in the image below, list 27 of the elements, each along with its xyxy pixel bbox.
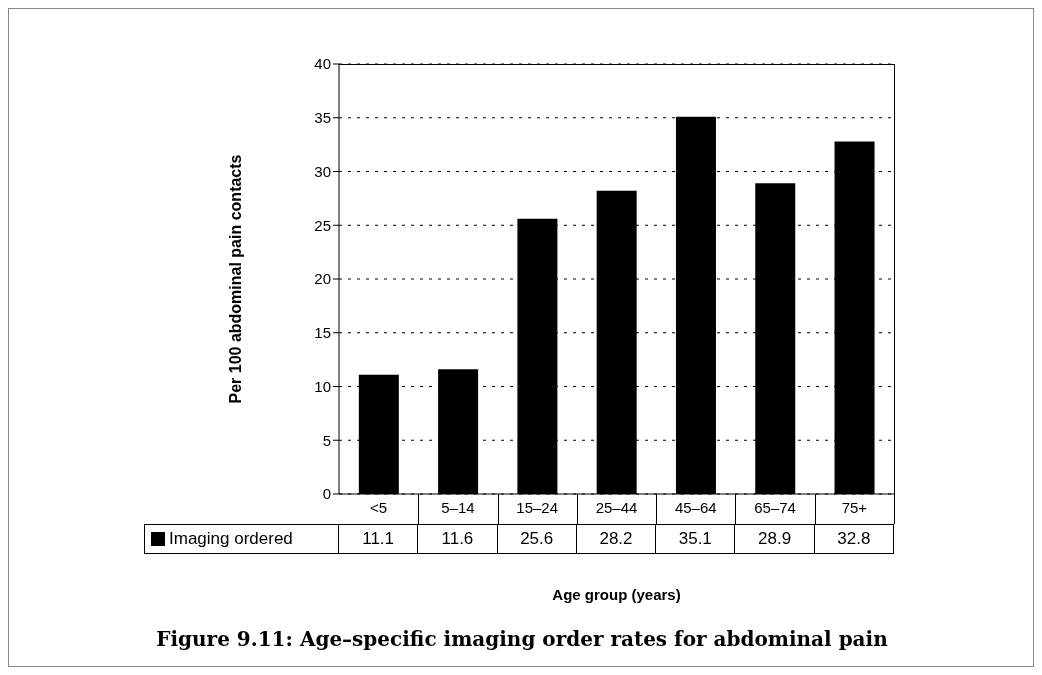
y-tick-label: 5 <box>322 431 331 449</box>
x-tick-label: 45–64 <box>674 498 717 516</box>
data-label: 28.2 <box>576 524 657 554</box>
y-tick-label: 0 <box>322 485 331 503</box>
y-tick-label: 35 <box>314 109 331 127</box>
legend-label: Imaging ordered <box>169 529 293 549</box>
data-label: 35.1 <box>656 524 736 554</box>
y-tick-label: 40 <box>314 55 331 73</box>
x-tick-label: 15–24 <box>516 498 559 516</box>
data-label: 25.6 <box>497 524 577 554</box>
y-tick-label: 15 <box>314 324 331 342</box>
x-tick-label: 25–44 <box>595 498 638 516</box>
y-tick-label: 30 <box>314 162 331 180</box>
y-tick-label: 25 <box>314 216 331 234</box>
x-axis-title: Age group (years) <box>551 586 682 603</box>
data-label: 28.9 <box>735 524 815 554</box>
y-tick-label: 10 <box>314 377 331 395</box>
x-tick-label: 5–14 <box>441 498 475 516</box>
data-label: 11.6 <box>418 524 498 554</box>
y-tick-label: 20 <box>314 270 331 288</box>
x-tick-label: 75+ <box>841 498 868 516</box>
x-tick-label: 65–74 <box>754 498 796 516</box>
x-tick-label: <5 <box>370 498 388 516</box>
y-axis-title: Per 100 abdominal pain contacts <box>227 153 245 406</box>
text: Figure 9.11: Age–specific imaging order rates for abdominal pain <box>155 627 889 651</box>
data-label: 32.8 <box>814 524 894 554</box>
data-label: 11.1 <box>339 524 419 554</box>
